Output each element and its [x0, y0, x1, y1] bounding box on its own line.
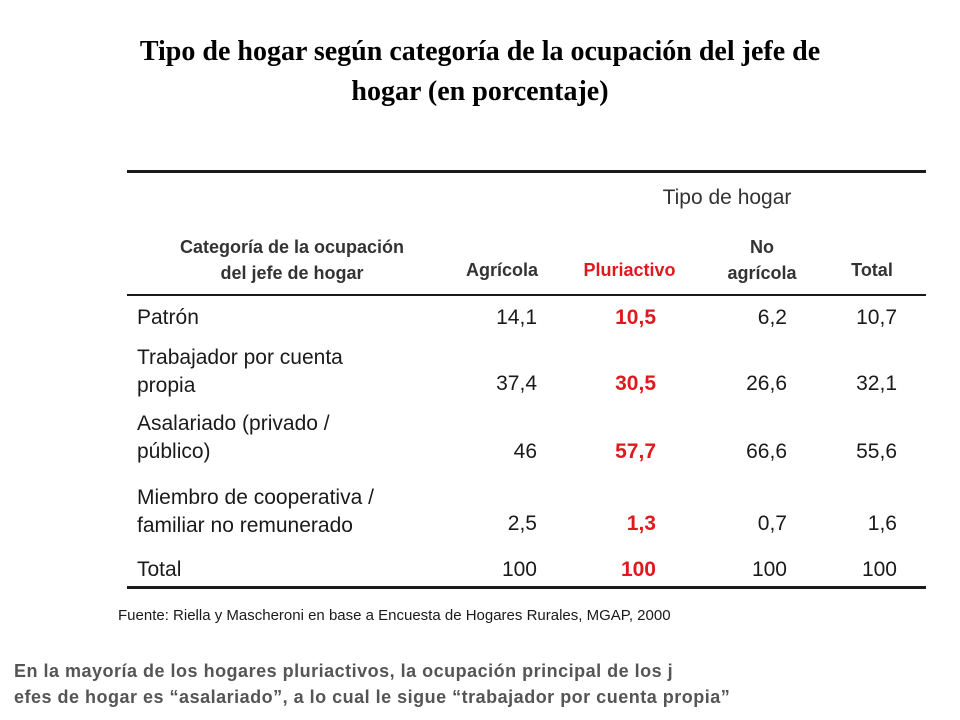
table-row-label-line-1: Trabajador por cuenta: [137, 346, 343, 369]
table-cell-total: 1,6: [867, 512, 897, 535]
summary-note-line-2: efes de hogar es “asalariado”, a lo cual…: [14, 687, 731, 707]
table-cell-no-agricola: 66,6: [746, 440, 787, 463]
row-header: Categoría de la ocupación del jefe de ho…: [127, 234, 457, 286]
table-row-label: Trabajador por cuenta propia: [137, 344, 343, 400]
table-cell-total: 55,6: [856, 440, 897, 463]
table-cell-total: 32,1: [856, 372, 897, 395]
table-bottom-rule: [127, 586, 926, 589]
table-header-rule: [127, 294, 926, 296]
column-header-no-agricola: No agrícola: [707, 234, 817, 286]
table-row-label-line-1: Asalariado (privado /: [137, 412, 330, 435]
group-header-tipo-de-hogar: Tipo de hogar: [662, 186, 792, 209]
table-row-label: Asalariado (privado / público): [137, 410, 330, 466]
table-row-label: Patrón: [137, 306, 199, 329]
table-row-label-line-2: familiar no remunerado: [137, 514, 353, 537]
table-cell-pluriactivo: 1,3: [626, 512, 656, 535]
column-header-no-agricola-line-1: No: [750, 237, 774, 257]
table-cell-pluriactivo: 100: [620, 558, 656, 581]
table-cell-agricola: 2,5: [507, 512, 537, 535]
table-cell-agricola: 14,1: [496, 306, 537, 329]
row-header-line-1: Categoría de la ocupación: [179, 237, 405, 257]
table-top-rule: [127, 170, 926, 173]
slide-title-line-1: Tipo de hogar según categoría de la ocup…: [139, 36, 821, 67]
table-row-label: Miembro de cooperativa / familiar no rem…: [137, 484, 374, 540]
table-cell-agricola: 100: [501, 558, 537, 581]
summary-note-line-1: En la mayoría de los hogares pluriactivo…: [14, 661, 674, 681]
table-cell-no-agricola: 0,7: [757, 512, 787, 535]
table-cell-no-agricola: 6,2: [757, 306, 787, 329]
slide-title: Tipo de hogar según categoría de la ocup…: [40, 32, 920, 112]
column-header-agricola: Agrícola: [465, 260, 539, 280]
table-cell-total: 10,7: [856, 306, 897, 329]
table-cell-pluriactivo: 10,5: [615, 306, 656, 329]
table-row-label-line-2: propia: [137, 374, 196, 397]
table-row-label-line-1: Miembro de cooperativa /: [137, 486, 374, 509]
household-type-table: Tipo de hogar Categoría de la ocupación …: [127, 170, 926, 590]
table-cell-pluriactivo: 57,7: [615, 440, 656, 463]
table-cell-pluriactivo: 30,5: [615, 372, 656, 395]
table-cell-agricola: 37,4: [496, 372, 537, 395]
table-cell-agricola: 46: [513, 440, 537, 463]
table-row-label-line-2: público): [137, 440, 211, 463]
table-cell-no-agricola: 100: [751, 558, 787, 581]
table-cell-no-agricola: 26,6: [746, 372, 787, 395]
slide-title-line-2: hogar (en porcentaje): [351, 76, 609, 107]
table-row-label: Total: [137, 558, 182, 581]
source-note: Fuente: Riella y Mascheroni en base a En…: [118, 607, 671, 624]
table-cell-total: 100: [861, 558, 897, 581]
column-header-no-agricola-line-2: agrícola: [727, 263, 797, 283]
summary-note: En la mayoría de los hogares pluriactivo…: [14, 658, 944, 710]
column-header-pluriactivo: Pluriactivo: [583, 260, 676, 280]
column-header-total: Total: [851, 260, 893, 280]
row-header-line-2: del jefe de hogar: [220, 263, 364, 283]
